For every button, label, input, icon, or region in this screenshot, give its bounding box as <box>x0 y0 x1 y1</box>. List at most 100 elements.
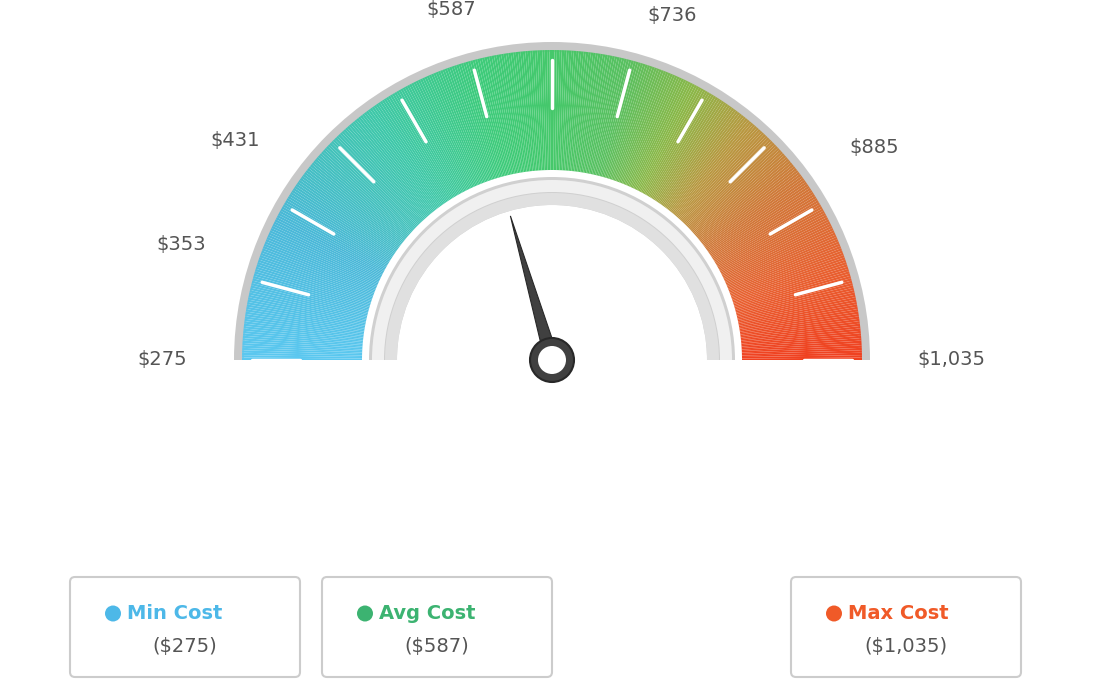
Wedge shape <box>283 204 388 266</box>
Wedge shape <box>716 206 822 267</box>
Text: Min Cost: Min Cost <box>127 604 222 623</box>
Wedge shape <box>343 129 425 219</box>
Wedge shape <box>591 57 617 175</box>
Wedge shape <box>599 60 631 177</box>
Wedge shape <box>739 299 857 324</box>
Wedge shape <box>293 188 394 256</box>
Wedge shape <box>555 50 560 170</box>
Text: $736: $736 <box>647 6 697 25</box>
Wedge shape <box>661 106 732 206</box>
Wedge shape <box>424 77 475 187</box>
Wedge shape <box>357 118 433 213</box>
Wedge shape <box>341 130 424 221</box>
Wedge shape <box>677 126 757 217</box>
Wedge shape <box>326 146 414 230</box>
Wedge shape <box>482 57 510 175</box>
Wedge shape <box>302 174 400 247</box>
Wedge shape <box>609 64 648 179</box>
Wedge shape <box>660 105 730 204</box>
Wedge shape <box>378 102 446 203</box>
Wedge shape <box>454 65 493 180</box>
Wedge shape <box>520 51 534 171</box>
Wedge shape <box>708 181 807 252</box>
Wedge shape <box>325 148 414 231</box>
Wedge shape <box>586 55 611 173</box>
Wedge shape <box>407 85 465 192</box>
Wedge shape <box>741 331 861 344</box>
Wedge shape <box>351 123 429 215</box>
Wedge shape <box>556 50 562 170</box>
Wedge shape <box>716 204 821 266</box>
Wedge shape <box>729 244 840 290</box>
Wedge shape <box>585 55 607 173</box>
Wedge shape <box>712 192 814 258</box>
Text: $1,035: $1,035 <box>917 351 985 370</box>
Wedge shape <box>570 51 584 171</box>
Wedge shape <box>385 193 719 360</box>
Wedge shape <box>741 333 861 345</box>
Wedge shape <box>742 335 861 346</box>
Wedge shape <box>246 309 364 331</box>
Wedge shape <box>673 121 752 215</box>
Wedge shape <box>719 213 826 271</box>
Wedge shape <box>319 153 411 235</box>
Wedge shape <box>569 51 581 171</box>
Wedge shape <box>729 246 841 291</box>
Wedge shape <box>285 200 390 264</box>
Wedge shape <box>736 288 854 317</box>
Wedge shape <box>705 178 804 250</box>
Wedge shape <box>364 112 438 209</box>
Wedge shape <box>368 109 440 207</box>
Text: $353: $353 <box>156 235 205 254</box>
Wedge shape <box>375 104 445 204</box>
Wedge shape <box>643 87 701 193</box>
Wedge shape <box>443 69 486 182</box>
Wedge shape <box>346 128 426 219</box>
Wedge shape <box>618 69 661 182</box>
Wedge shape <box>372 180 732 360</box>
Wedge shape <box>694 155 786 235</box>
Wedge shape <box>741 321 860 337</box>
Wedge shape <box>723 226 832 279</box>
Wedge shape <box>614 67 655 181</box>
Wedge shape <box>506 53 526 172</box>
Wedge shape <box>263 246 375 291</box>
Wedge shape <box>630 77 682 188</box>
Wedge shape <box>742 343 861 351</box>
Wedge shape <box>740 306 858 329</box>
Wedge shape <box>654 98 720 200</box>
Wedge shape <box>587 55 613 174</box>
Wedge shape <box>246 306 364 329</box>
Wedge shape <box>485 57 512 175</box>
Wedge shape <box>301 176 400 248</box>
Wedge shape <box>352 121 431 215</box>
Wedge shape <box>666 112 740 209</box>
Wedge shape <box>581 53 601 172</box>
Wedge shape <box>253 276 369 310</box>
Wedge shape <box>243 335 362 346</box>
Wedge shape <box>244 319 363 336</box>
Wedge shape <box>405 86 463 193</box>
Wedge shape <box>410 83 466 191</box>
Wedge shape <box>605 62 640 178</box>
Wedge shape <box>662 108 734 206</box>
Wedge shape <box>464 62 499 178</box>
Wedge shape <box>553 50 556 170</box>
Wedge shape <box>242 353 362 357</box>
Wedge shape <box>615 68 657 181</box>
Wedge shape <box>318 155 410 235</box>
Wedge shape <box>631 79 684 188</box>
Wedge shape <box>737 295 856 322</box>
Wedge shape <box>243 328 363 342</box>
Wedge shape <box>251 283 368 314</box>
Wedge shape <box>739 304 858 327</box>
Wedge shape <box>604 61 638 177</box>
Wedge shape <box>489 56 514 174</box>
Wedge shape <box>243 333 363 345</box>
Wedge shape <box>742 357 862 360</box>
Wedge shape <box>244 324 363 339</box>
Wedge shape <box>699 162 793 240</box>
Wedge shape <box>247 299 365 324</box>
Wedge shape <box>277 215 384 273</box>
Wedge shape <box>242 355 362 359</box>
